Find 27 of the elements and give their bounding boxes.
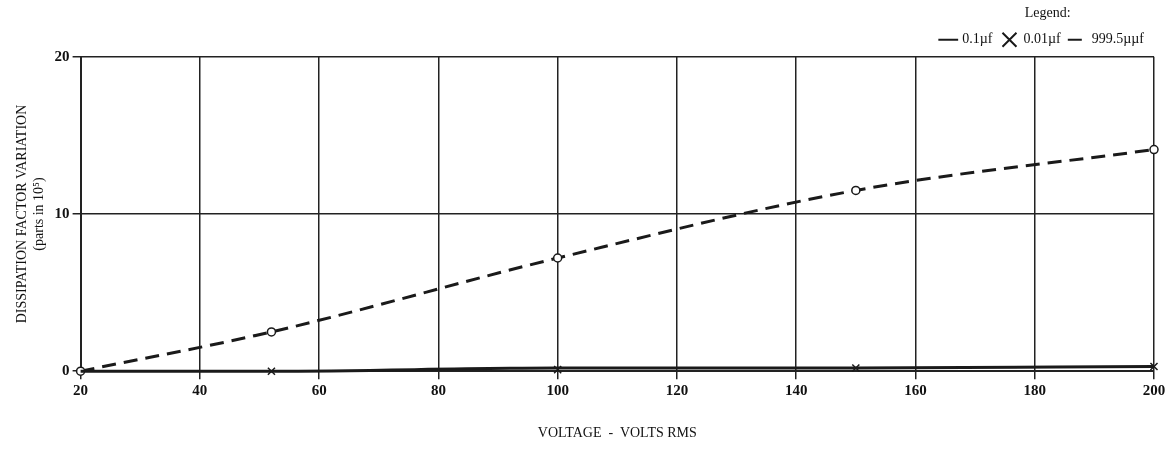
x-tick-label: 100 — [546, 382, 569, 399]
x-tick-label: 60 — [311, 382, 327, 399]
point — [1149, 144, 1159, 155]
x-tick-label: 140 — [784, 382, 808, 399]
y-tick-label: 10 — [54, 204, 70, 221]
x-axis-title: VOLTAGE - VOLTS RMS — [537, 425, 697, 441]
legend-label: 999.5µµf — [1091, 31, 1145, 47]
point — [851, 185, 861, 196]
point — [1149, 362, 1159, 371]
x-tick-label: 40 — [192, 382, 208, 399]
y-axis-title: DISSIPATION FACTOR VARIATION (parts in 10⁵) — [14, 104, 47, 324]
x-tick-label: 180 — [1023, 382, 1046, 399]
x-tick-label: 20 — [73, 382, 89, 399]
y-tick-label: 0 — [62, 362, 70, 379]
y-tick-label: 20 — [54, 47, 70, 64]
x-tick-label: 200 — [1142, 382, 1166, 399]
point — [267, 366, 276, 376]
legend-title: Legend: — [1024, 4, 1071, 20]
point — [851, 363, 861, 373]
x-tick-label: 160 — [904, 382, 927, 399]
legend-label: 0.01µf — [1023, 31, 1062, 47]
point — [552, 253, 563, 263]
point — [553, 365, 562, 374]
x-tick-label: 80 — [430, 382, 446, 399]
x-tick-label: 120 — [665, 382, 689, 399]
legend-label: 0.1µf — [962, 31, 993, 47]
point — [266, 327, 277, 337]
